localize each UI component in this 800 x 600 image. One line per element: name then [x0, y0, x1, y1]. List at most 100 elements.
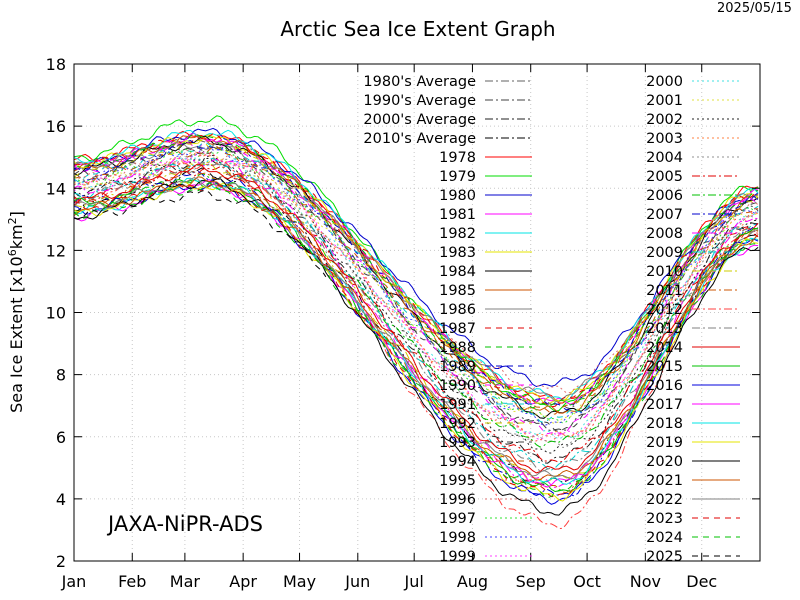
y-tick-label: 12: [46, 241, 66, 260]
legend-label: 2022: [646, 492, 683, 508]
legend-label: 2016: [646, 378, 683, 394]
x-tick-label: Aug: [457, 572, 488, 591]
series-line-2016: [73, 180, 759, 505]
y-tick-label: 4: [56, 490, 66, 509]
legend-label: 1993: [439, 435, 476, 451]
legend-label: 1979: [439, 169, 476, 185]
series-line-1986: [73, 140, 759, 403]
chart-title: Arctic Sea Ice Extent Graph: [280, 17, 555, 41]
y-axis-label: Sea Ice Extent [x106km2]: [6, 211, 26, 413]
legend-label: 1994: [439, 454, 476, 470]
legend-label: 2019: [646, 435, 683, 451]
legend-label: 1980: [439, 188, 476, 204]
legend-label: 2009: [646, 245, 683, 261]
legend-label: 2000: [646, 74, 683, 90]
legend-label: 1982: [439, 226, 476, 242]
x-tick-label: Sep: [516, 572, 546, 591]
series-line-2025: [73, 189, 327, 278]
legend-label: 1999: [439, 549, 476, 565]
legend-label: 2000's Average: [363, 112, 476, 128]
y-tick-label: 10: [46, 304, 66, 323]
legend-label: 1992: [439, 416, 476, 432]
legend-label: 2013: [646, 321, 683, 337]
legend-label: 1990's Average: [363, 93, 476, 109]
legend-label: 2011: [646, 283, 683, 299]
legend-label: 1985: [439, 283, 476, 299]
series-line-2005: [73, 165, 759, 463]
x-tick-label: Jun: [344, 572, 370, 591]
legend-label: 2010: [646, 264, 683, 280]
legend-label: 1997: [439, 511, 476, 527]
legend-label: 2025: [646, 549, 683, 565]
date-stamp: 2025/05/15: [717, 1, 792, 16]
series-line-2022: [73, 177, 759, 480]
y-tick-label: 16: [46, 117, 66, 136]
series-line-2006: [73, 172, 759, 448]
y-tick-label: 6: [56, 428, 66, 447]
legend-label: 2012: [646, 302, 683, 318]
legend-label: 2005: [646, 169, 683, 185]
legend-label: 1978: [439, 150, 476, 166]
series-line-2024: [73, 182, 759, 499]
series-line-2011: [73, 167, 759, 494]
legend: 1980's Average 1990's Average 2000's Avera…: [363, 74, 740, 565]
x-tick-label: Dec: [686, 572, 717, 591]
legend-label: 2021: [646, 473, 683, 489]
x-tick-label: Apr: [229, 572, 257, 591]
legend-label: 1991: [439, 397, 476, 413]
x-axis-ticks: Jan Feb Mar Apr May Jun Jul Aug Sep Oct Nov Dec: [61, 64, 717, 591]
legend-label: 2003: [646, 131, 683, 147]
legend-label: 2008: [646, 226, 683, 242]
series-line-2014: [73, 163, 759, 474]
legend-label: 2017: [646, 397, 683, 413]
series-line-2013: [73, 162, 759, 472]
legend-label: 2006: [646, 188, 683, 204]
series-line-1993: [73, 144, 759, 433]
legend-label: 1981: [439, 207, 476, 223]
series-line-1998: [73, 146, 759, 427]
series-line-1989: [73, 140, 759, 411]
legend-label: 2001: [646, 93, 683, 109]
legend-label: 2018: [646, 416, 683, 432]
legend-label: 2023: [646, 511, 683, 527]
legend-label: 1980's Average: [363, 74, 476, 90]
legend-label: 1989: [439, 359, 476, 375]
series-line-1988: [73, 133, 759, 409]
x-tick-label: Mar: [170, 572, 201, 591]
legend-label: 2020: [646, 454, 683, 470]
legend-label: 1990: [439, 378, 476, 394]
legend-label: 2002: [646, 112, 683, 128]
legend-label: 2010's Average: [363, 131, 476, 147]
x-tick-label: Jul: [404, 572, 424, 591]
x-tick-label: Nov: [630, 572, 661, 591]
series-line-2002: [73, 154, 759, 454]
series-line-2020: [73, 178, 759, 516]
legend-label: 1998: [439, 530, 476, 546]
series-line-2010: [73, 162, 759, 483]
series-line-1997: [73, 147, 759, 424]
legend-label: 1988: [439, 340, 476, 356]
legend-label: 1987: [439, 321, 476, 337]
series-lines: [73, 115, 759, 530]
legend-label: 2007: [646, 207, 683, 223]
series-line-1994: [73, 145, 759, 415]
series-line-2001: [73, 156, 759, 425]
credit-label: JAXA-NiPR-ADS: [106, 512, 263, 536]
legend-label: 1995: [439, 473, 476, 489]
legend-label: 2024: [646, 530, 683, 546]
series-line-1999: [73, 150, 759, 441]
series-line-2023: [73, 181, 759, 498]
y-tick-label: 2: [56, 552, 66, 571]
legend-label: 1984: [439, 264, 476, 280]
y-tick-label: 8: [56, 366, 66, 385]
x-tick-label: Jan: [61, 572, 87, 591]
y-tick-label: 14: [46, 179, 66, 198]
series-line-2021: [73, 176, 759, 481]
legend-label: 1983: [439, 245, 476, 261]
x-tick-label: May: [283, 572, 316, 591]
series-line-1992: [73, 139, 759, 404]
y-tick-label: 18: [46, 55, 66, 74]
legend-label: 2014: [646, 340, 683, 356]
